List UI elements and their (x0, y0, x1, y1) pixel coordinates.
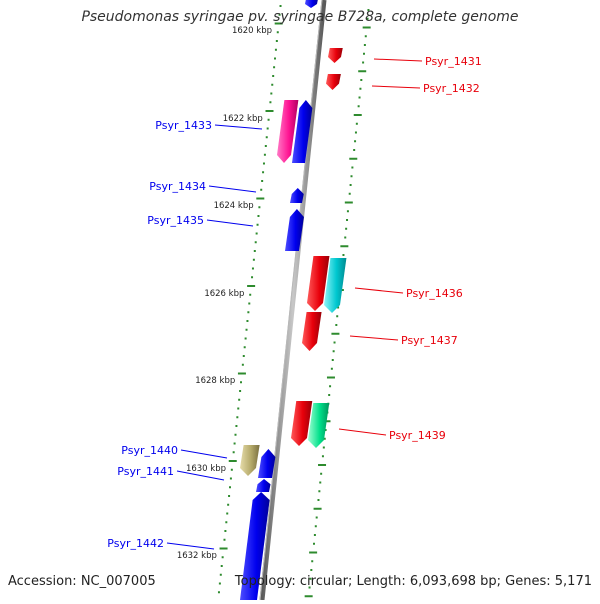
feature-psyr-1440-region-shape (240, 445, 260, 476)
gene-leader-line (338, 428, 387, 436)
gene-arrow-shape (305, 0, 318, 8)
backbone-highlight (259, 0, 323, 601)
kbp-label: 1626 kbp (204, 289, 244, 299)
kbp-label: 1632 kbp (177, 551, 217, 561)
gene-arrow (305, 0, 318, 8)
gene-psyr-1435 (285, 209, 304, 251)
gene-psyr-1435-shape (285, 209, 304, 251)
gene-psyr-1431-shape (328, 48, 343, 63)
gene-label: Psyr_1439 (389, 429, 446, 442)
feature-psyr-1439-region-shape (308, 403, 330, 448)
gene-label: Psyr_1440 (121, 444, 178, 457)
gene-psyr-1439-shape (291, 401, 313, 446)
gene-psyr-1433 (292, 100, 313, 163)
accession-label: Accession: NC_007005 (8, 574, 156, 589)
gene-label: Psyr_1432 (423, 82, 480, 95)
gene-psyr-1440 (258, 449, 276, 478)
kbp-label: 1624 kbp (214, 201, 254, 211)
gene-label: Psyr_1442 (107, 537, 164, 550)
feature-psyr-1440-region (240, 445, 260, 476)
gene-psyr-1442-shape (240, 492, 270, 600)
gene-leader-line (208, 185, 257, 193)
feature-psyr-1433-region-shape (277, 100, 299, 163)
gene-leader-line (214, 124, 263, 130)
gene-label: Psyr_1431 (425, 55, 482, 68)
gene-psyr-1432-shape (326, 74, 341, 90)
gene-psyr-1432 (326, 74, 341, 90)
gene-psyr-1441 (256, 479, 271, 492)
gene-psyr-1434 (290, 188, 304, 203)
gene-psyr-1431 (328, 48, 343, 63)
gene-leader-line (180, 449, 228, 459)
gene-leader-line (206, 219, 254, 227)
genome-backbone (259, 0, 327, 601)
gene-label: Psyr_1435 (147, 214, 204, 227)
gene-psyr-1439 (291, 401, 313, 446)
gene-psyr-1433-shape (292, 100, 313, 163)
gene-label: Psyr_1434 (149, 180, 206, 193)
genome-title: Pseudomonas syringae pv. syringae B728a,… (81, 9, 519, 25)
gene-label: Psyr_1436 (406, 287, 463, 300)
gene-label: Psyr_1437 (401, 334, 458, 347)
gene-leader-line (373, 58, 423, 62)
kbp-label: 1628 kbp (195, 376, 235, 386)
feature-psyr-1433-region (277, 100, 299, 163)
feature-psyr-1439-region (308, 403, 330, 448)
gene-psyr-1437 (302, 312, 322, 351)
kbp-label: 1620 kbp (232, 26, 272, 36)
kbp-label: 1622 kbp (223, 114, 263, 124)
kbp-label: 1630 kbp (186, 464, 226, 474)
feature-psyr-1436-region-shape (324, 258, 347, 313)
gene-leader-line (166, 542, 215, 550)
gene-label: Psyr_1441 (117, 465, 174, 478)
gene-psyr-1436 (307, 256, 330, 311)
gene-leader-line (176, 470, 225, 481)
topology-label: Topology: circular; Length: 6,093,698 bp… (234, 574, 592, 589)
feature-psyr-1436-region (324, 258, 347, 313)
gene-leader-line (349, 335, 399, 341)
gene-psyr-1436-shape (307, 256, 330, 311)
gene-leader-line (371, 85, 421, 89)
gene-psyr-1434-shape (290, 188, 304, 203)
gene-psyr-1441-shape (256, 479, 271, 492)
gene-psyr-1440-shape (258, 449, 276, 478)
gene-psyr-1442 (240, 492, 270, 600)
gene-leader-line (354, 287, 404, 294)
gene-label: Psyr_1433 (155, 119, 212, 132)
gene-psyr-1437-shape (302, 312, 322, 351)
